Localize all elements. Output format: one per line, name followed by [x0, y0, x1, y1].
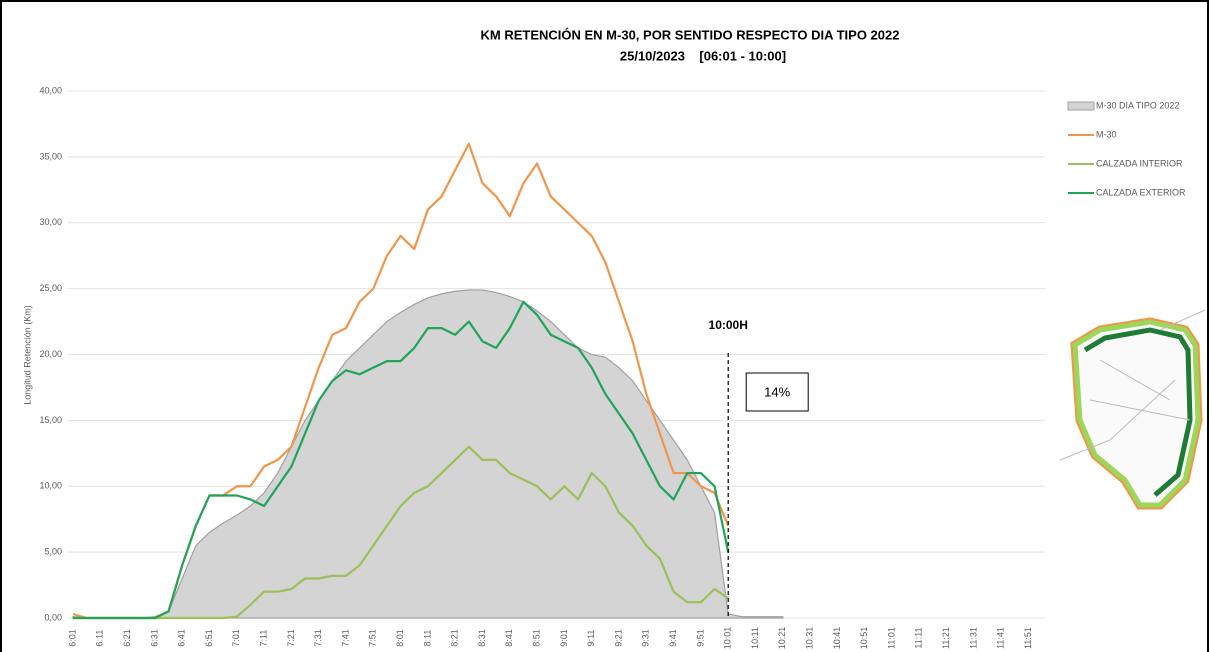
x-tick-label: 6:31: [149, 629, 159, 647]
x-tick-label: 8:51: [531, 629, 541, 647]
x-tick-label: 10:01: [723, 627, 733, 650]
x-tick-label: 8:21: [450, 629, 460, 647]
line: [73, 300, 730, 620]
x-tick-label: 8:31: [477, 629, 487, 647]
x-tick-label: 9:51: [695, 629, 705, 647]
x-tick-label: 7:41: [340, 629, 350, 647]
x-tick-label: 6:21: [122, 629, 132, 647]
x-tick-label: 6:41: [177, 629, 187, 647]
x-tick-label: 7:11: [258, 630, 268, 647]
y-tick-label: 5,00: [44, 547, 62, 557]
x-tick-label: 10:41: [832, 627, 842, 650]
chart-title: KM RETENCIÓN EN M-30, POR SENTIDO RESPEC…: [481, 27, 900, 42]
x-tick-label: 7:01: [231, 629, 241, 647]
x-tick-label: 11:51: [1023, 627, 1033, 649]
legend-label: CALZADA INTERIOR: [1096, 158, 1183, 168]
y-tick-label: 40,00: [39, 85, 62, 95]
x-tick-label: 11:41: [996, 627, 1006, 649]
line: [73, 445, 729, 620]
x-tick-label: 8:01: [395, 629, 405, 647]
x-tick-label: 6:51: [204, 629, 214, 647]
x-tick-label: 11:21: [941, 627, 951, 649]
x-tick-label: 11:31: [968, 627, 978, 649]
y-tick-label: 20,00: [39, 349, 62, 359]
x-tick-label: 9:21: [613, 629, 623, 647]
x-tick-label: 7:51: [368, 629, 378, 647]
x-tick-label: 7:31: [313, 629, 323, 647]
x-tick-label: 6:01: [67, 629, 77, 647]
x-tick-label: 9:11: [586, 630, 596, 647]
x-tick-label: 9:31: [641, 629, 651, 647]
legend-label: CALZADA EXTERIOR: [1096, 187, 1186, 197]
legend-label: M-30 DIA TIPO 2022: [1096, 100, 1179, 110]
y-tick-label: 10,00: [39, 481, 62, 491]
y-tick-label: 15,00: [39, 415, 62, 425]
x-tick-label: 11:01: [886, 627, 896, 649]
x-tick-label: 7:21: [286, 629, 296, 647]
x-tick-label: 10:51: [859, 627, 869, 650]
annotation: 14%: [764, 384, 790, 399]
x-tick-label: 6:11: [95, 630, 105, 647]
chart-subtitle: 25/10/2023 [06:01 - 10:00]: [620, 48, 786, 63]
area: [72, 289, 784, 619]
x-tick-label: 10:31: [804, 627, 814, 650]
legend-label: M-30: [1096, 129, 1117, 139]
annotation: 10:00H: [709, 318, 748, 332]
y-tick-label: 25,00: [39, 283, 62, 293]
y-tick-label: 0,00: [44, 612, 62, 622]
y-axis-label: Longitud Retención (Km): [22, 305, 32, 405]
x-tick-label: 9:41: [668, 629, 678, 647]
x-tick-label: 8:41: [504, 629, 514, 647]
x-tick-label: 10:11: [750, 627, 760, 649]
map: [1059, 309, 1206, 510]
y-tick-label: 30,00: [39, 217, 62, 227]
x-tick-label: 10:21: [777, 627, 787, 650]
x-tick-label: 9:01: [559, 629, 569, 647]
legend-swatch: [1067, 101, 1095, 111]
y-tick-label: 35,00: [39, 151, 62, 161]
x-tick-label: 11:11: [914, 627, 924, 648]
x-tick-label: 8:11: [422, 630, 432, 647]
annotation-box: [745, 372, 809, 412]
